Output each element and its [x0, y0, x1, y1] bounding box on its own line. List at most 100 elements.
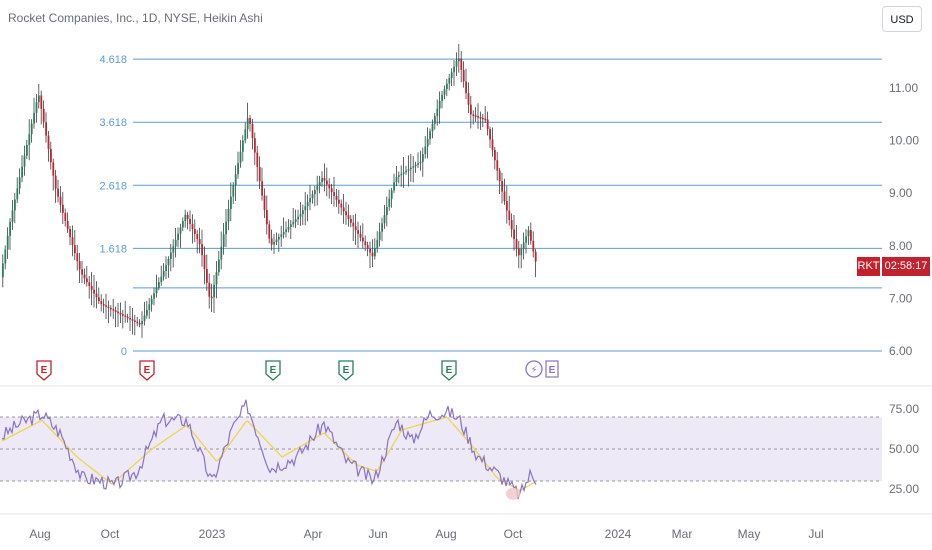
candle-up [424, 146, 427, 155]
candle-down [359, 233, 362, 238]
candle-up [177, 233, 179, 241]
candle-down [124, 315, 127, 317]
candle-up [407, 169, 410, 171]
candle-up [28, 134, 31, 145]
price-axis-tick-label: 6.00 [889, 344, 913, 358]
candle-down [81, 269, 83, 275]
candle-down [129, 317, 131, 320]
candle-up [390, 190, 393, 199]
time-axis-tick-label: Jul [808, 527, 823, 541]
candle-up [148, 304, 151, 310]
candle-up [525, 236, 527, 243]
candle-up [23, 155, 26, 167]
candle-up [393, 182, 395, 191]
candle-down [467, 93, 470, 105]
candle-up [412, 166, 415, 168]
candle-down [57, 188, 59, 197]
candle-up [275, 239, 278, 243]
candle-down [105, 305, 107, 307]
candle-down [510, 220, 513, 230]
candle-down [263, 195, 266, 210]
candle-up [321, 178, 323, 183]
candle-up [162, 271, 165, 277]
dividend-marker-icon: ⚡ [530, 365, 537, 376]
candle-up [306, 202, 309, 207]
candle-down [371, 252, 374, 257]
candle-down [86, 278, 88, 283]
candle-up [280, 234, 283, 237]
candle-up [374, 248, 376, 257]
candle-down [352, 222, 355, 227]
time-axis-tick-label: 2023 [199, 527, 226, 541]
candle-up [218, 259, 220, 273]
candle-down [340, 203, 343, 208]
candle-down [518, 248, 520, 256]
candle-down [491, 139, 494, 150]
candle-down [477, 116, 479, 118]
candle-down [122, 314, 124, 316]
rsi-axis-tick-label: 25.00 [889, 482, 919, 496]
candle-down [45, 122, 47, 136]
time-axis-tick-label: May [738, 527, 761, 541]
earnings-marker-label: E [549, 365, 556, 376]
candle-up [419, 161, 422, 164]
candle-up [422, 154, 424, 162]
candle-up [14, 199, 16, 211]
candle-up [215, 272, 218, 285]
rsi-ma-line [1, 416, 537, 492]
price-axis-tick-label: 9.00 [889, 186, 913, 200]
time-axis-tick-label: Oct [101, 527, 120, 541]
candle-up [146, 309, 148, 316]
candle-up [11, 210, 14, 222]
candle-down [119, 312, 122, 315]
candle-up [153, 293, 155, 299]
candle-down [534, 251, 537, 262]
candle-up [448, 77, 451, 84]
price-label-countdown: 02:58:17 [882, 257, 930, 276]
candle-up [155, 287, 158, 294]
fib-level-label: 3.618 [99, 117, 127, 129]
candle-up [527, 230, 530, 237]
price-axis-tick-label: 11.00 [889, 81, 918, 95]
candle-down [515, 238, 518, 249]
candle-down [328, 184, 331, 189]
candle-up [302, 210, 304, 215]
candle-down [208, 282, 211, 297]
candle-up [278, 236, 280, 240]
price-axis-tick-label: 7.00 [889, 291, 913, 305]
candle-up [165, 265, 167, 272]
fib-level-label: 0 [121, 346, 127, 358]
candle-down [479, 116, 482, 119]
candle-up [21, 166, 23, 178]
candle-down [136, 321, 139, 324]
candle-up [9, 221, 11, 236]
candle-down [465, 81, 467, 94]
candle-up [213, 284, 215, 298]
candle-down [40, 95, 43, 109]
candle-down [194, 228, 196, 235]
candle-up [143, 315, 146, 321]
candle-down [98, 297, 100, 302]
candle-down [107, 306, 110, 309]
candle-up [455, 61, 458, 67]
candle-down [342, 207, 345, 212]
candle-up [6, 235, 9, 250]
candles-group [2, 44, 537, 338]
candle-down [470, 104, 472, 115]
candle-down [496, 160, 499, 171]
candle-up [446, 83, 448, 90]
candle-up [246, 118, 249, 130]
candle-up [167, 258, 170, 266]
candle-down [482, 117, 484, 120]
candle-up [316, 186, 319, 191]
candle-up [273, 242, 275, 245]
time-axis-tick-label: Aug [435, 527, 456, 541]
currency-button[interactable]: USD [882, 6, 922, 32]
candle-down [249, 118, 251, 124]
candle-up [436, 108, 439, 117]
candle-down [513, 229, 515, 239]
candle-up [438, 101, 441, 109]
candle-up [458, 58, 460, 62]
candle-down [76, 253, 79, 262]
